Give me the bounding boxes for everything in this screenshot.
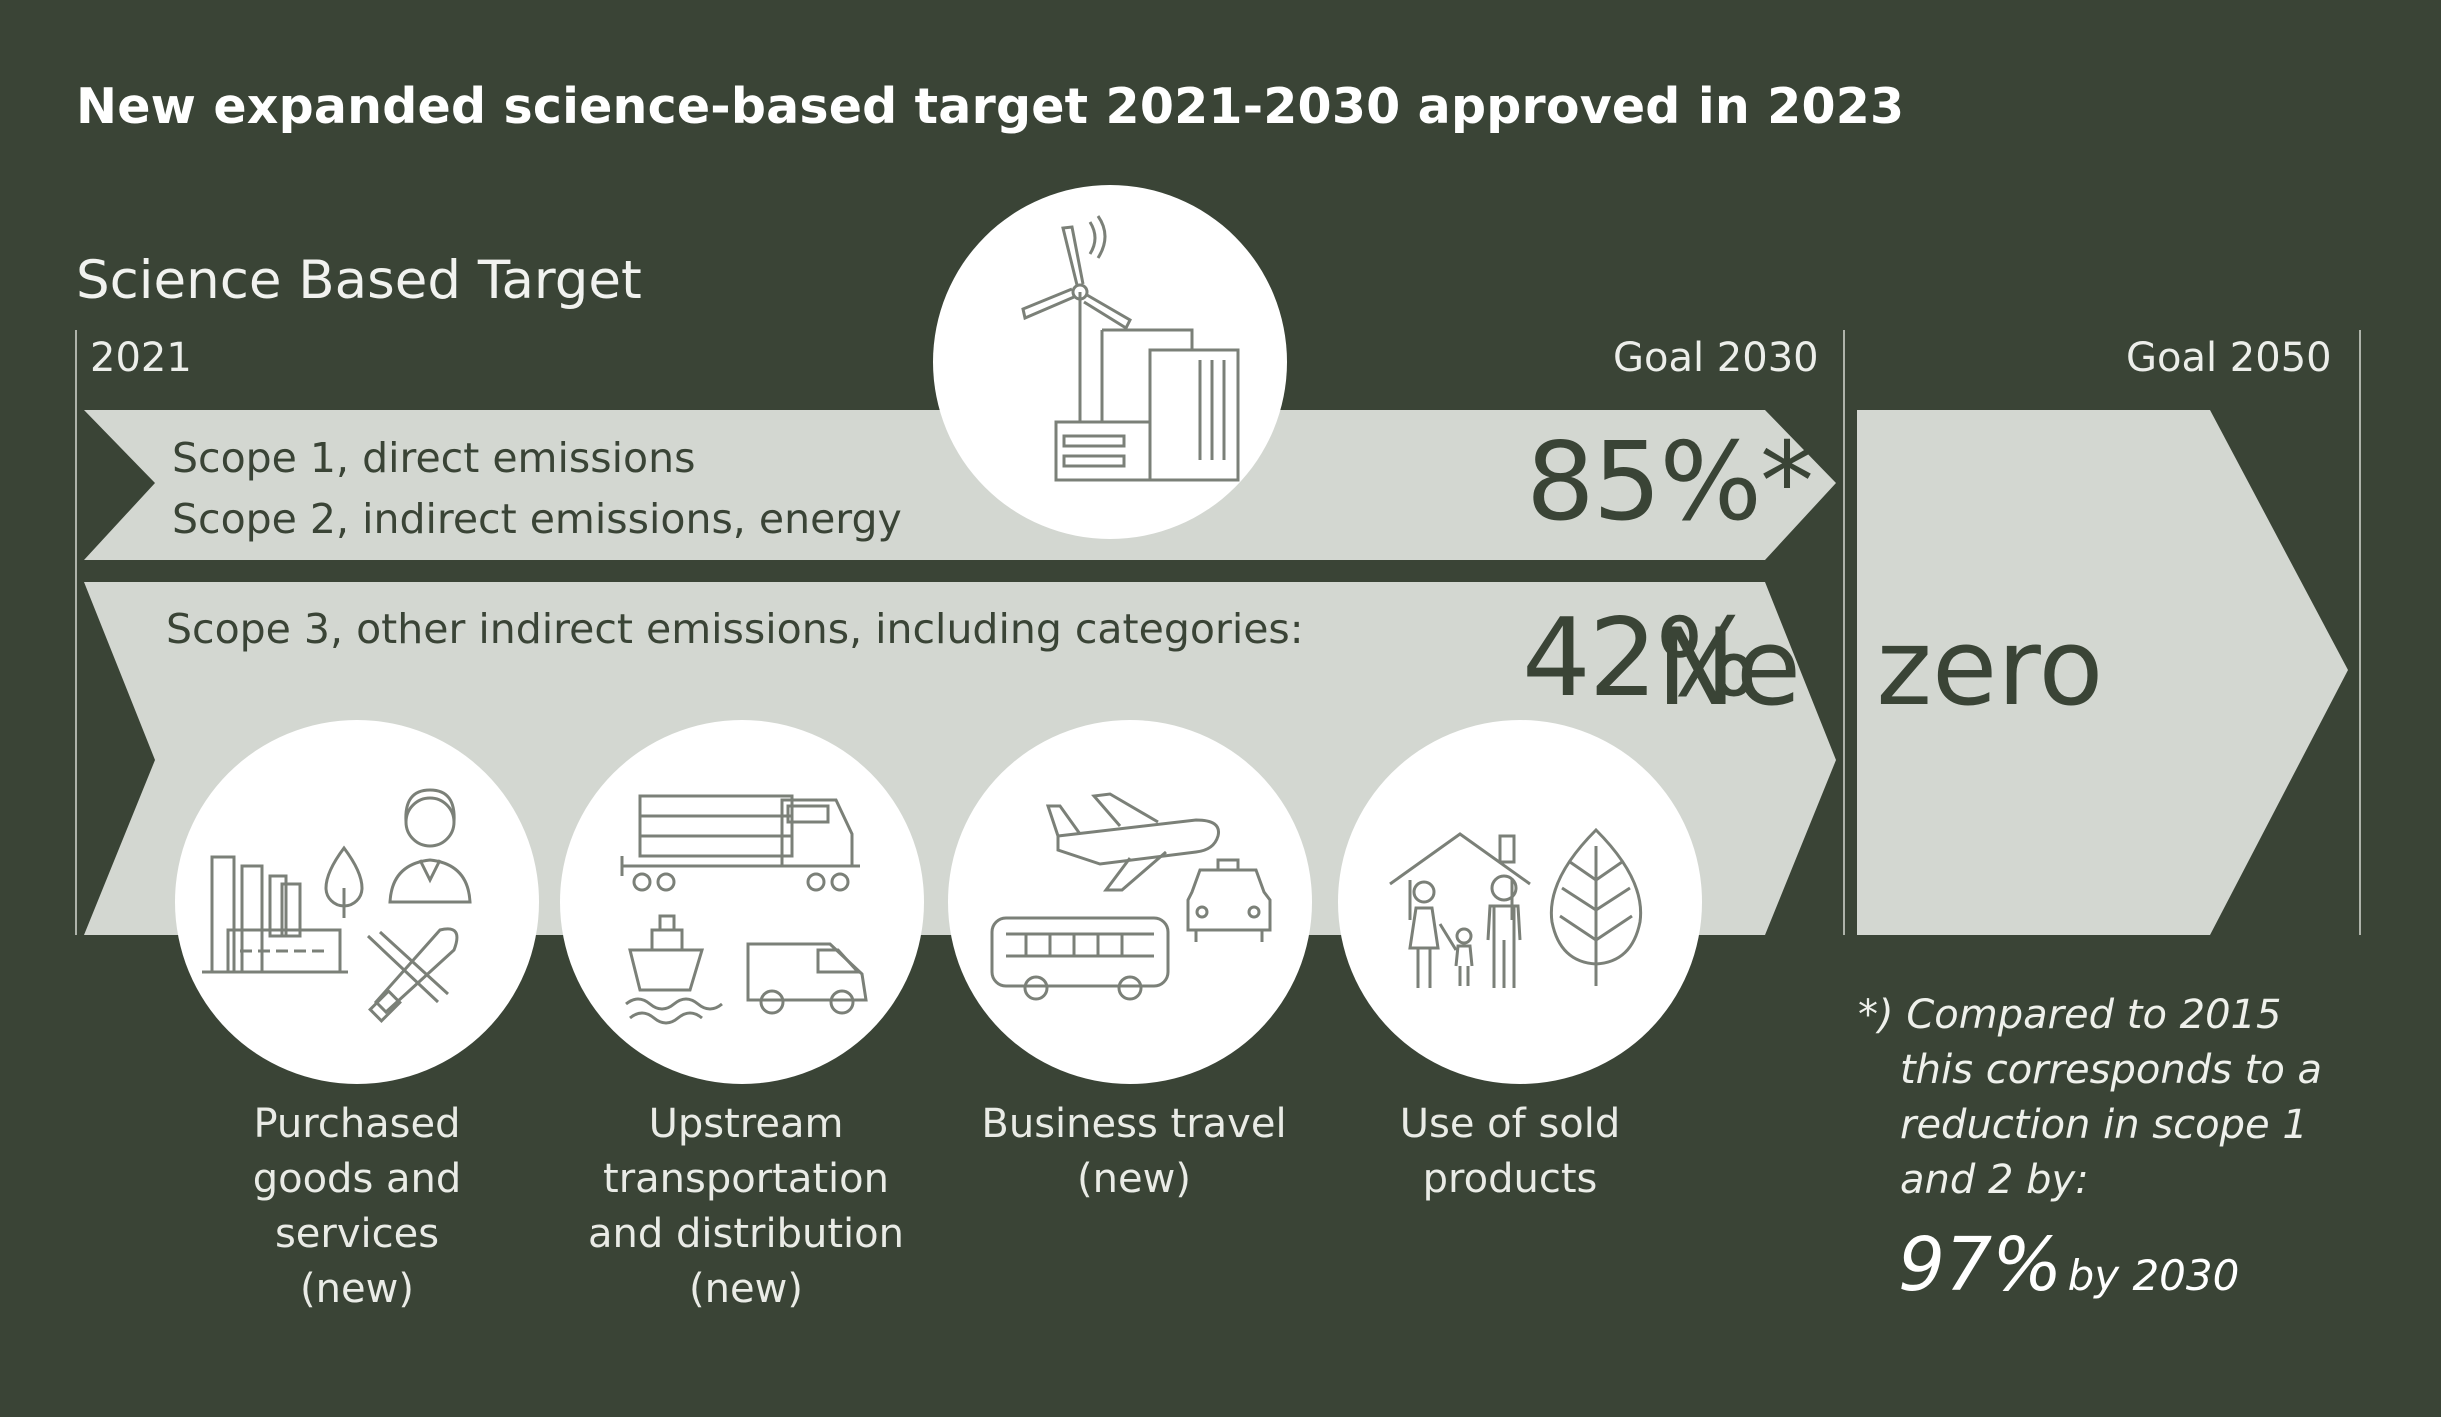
scope3-label: Scope 3, other indirect emissions, inclu… — [166, 605, 1304, 653]
category-label-business-travel: Business travel (new) — [981, 1101, 1287, 1202]
timeline-goal-2050-label: Goal 2050 — [2126, 335, 2332, 381]
scope3-target: 42% — [1522, 596, 1758, 721]
wind-turbine-factory-icon — [933, 185, 1287, 539]
footnote-line1: Compared to 2015 — [1906, 992, 2282, 1038]
footnote: *) Compared to 2015 this corresponds to … — [1858, 988, 2322, 1208]
goal2050-target: Net zero — [1656, 606, 2104, 729]
footnote-line2: this corresponds to a — [1900, 1047, 2323, 1093]
category-label-transportation: Upstream transportation and distribution… — [588, 1101, 904, 1312]
category-label-purchased-goods: Purchased goods and services (new) — [252, 1101, 462, 1312]
timeline-start-label: 2021 — [90, 335, 192, 381]
scope12-target: 85%* — [1526, 420, 1814, 545]
category-label-sold-products: Use of sold products — [1399, 1101, 1621, 1202]
scope2-label: Scope 2, indirect emissions, energy — [172, 495, 902, 543]
scope12-arrow — [84, 410, 1836, 560]
footnote-suffix: by 2030 — [2067, 1251, 2240, 1300]
section-subtitle: Science Based Target — [76, 250, 642, 311]
goal2050-arrow — [1857, 410, 2348, 935]
purchased-goods-icon — [175, 720, 539, 1084]
footnote-marker: *) — [1858, 992, 1894, 1038]
footnote-line4: and 2 by: — [1900, 1157, 2089, 1203]
footnote-value: 97% by 2030 — [1898, 1222, 2239, 1308]
transportation-icon — [560, 720, 924, 1084]
footnote-line3: reduction in scope 1 — [1900, 1102, 2308, 1148]
scope1-label: Scope 1, direct emissions — [172, 434, 696, 482]
timeline-goal-2030-label: Goal 2030 — [1613, 335, 1819, 381]
business-travel-icon — [948, 720, 1312, 1084]
page-title: New expanded science-based target 2021-2… — [76, 78, 1905, 135]
footnote-percent: 97% — [1898, 1222, 2063, 1308]
sold-products-icon — [1338, 720, 1702, 1084]
